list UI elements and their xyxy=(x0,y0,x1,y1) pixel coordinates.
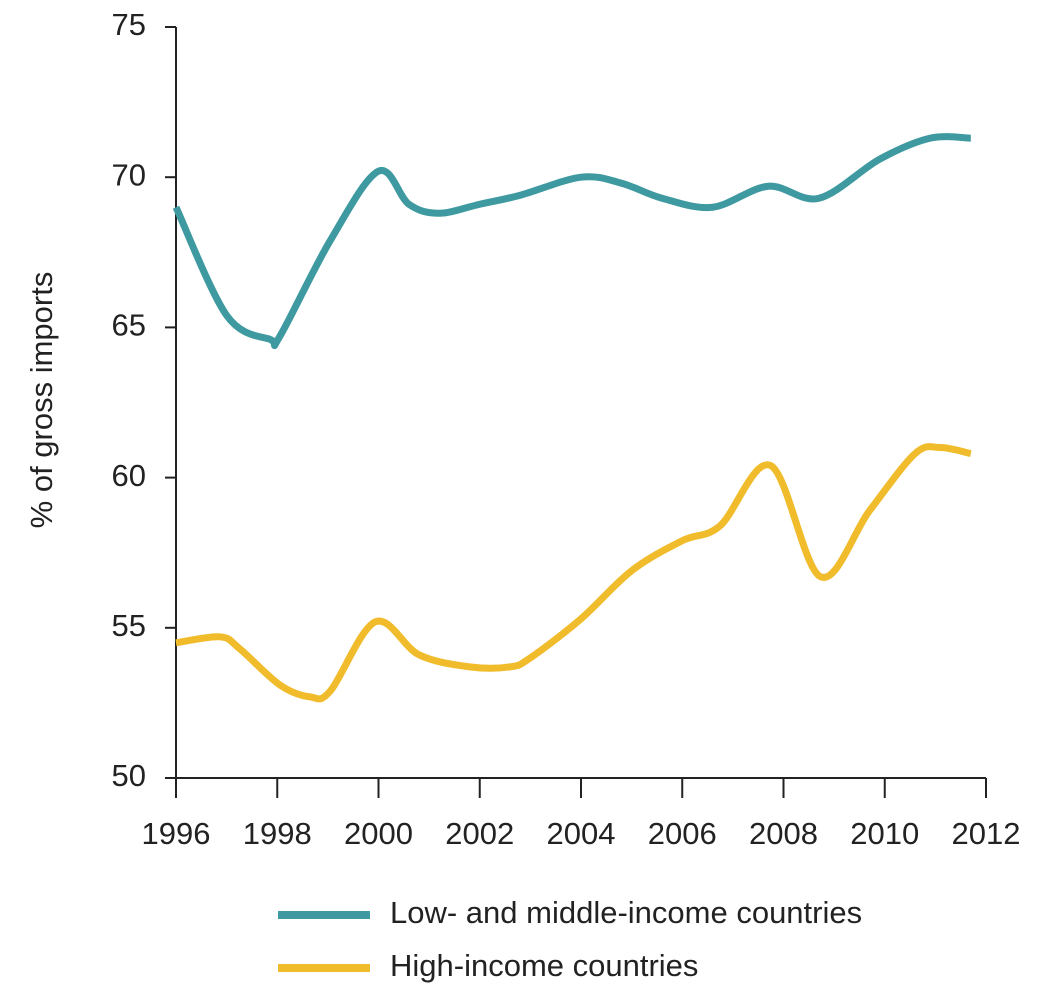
y-tick-label: 60 xyxy=(112,458,146,493)
y-tick-label: 65 xyxy=(112,308,146,343)
x-tick-label: 2008 xyxy=(749,816,818,851)
x-tick-label: 2004 xyxy=(547,816,616,851)
y-tick-label: 70 xyxy=(112,157,146,192)
y-tick-label: 75 xyxy=(112,7,146,42)
y-axis-label: % of gross imports xyxy=(24,272,59,529)
x-tick-label: 1996 xyxy=(142,816,211,851)
series-line xyxy=(172,133,971,350)
x-tick-label: 2012 xyxy=(952,816,1021,851)
legend-label: Low- and middle-income countries xyxy=(390,895,862,930)
x-tick-label: 2000 xyxy=(344,816,413,851)
legend-label: High-income countries xyxy=(390,948,698,983)
x-tick-label: 1998 xyxy=(243,816,312,851)
y-tick-label: 55 xyxy=(112,608,146,643)
x-tick-label: 2002 xyxy=(445,816,514,851)
x-tick-label: 2010 xyxy=(850,816,919,851)
series-line xyxy=(175,443,972,703)
x-tick-label: 2006 xyxy=(648,816,717,851)
y-tick-label: 50 xyxy=(112,758,146,793)
